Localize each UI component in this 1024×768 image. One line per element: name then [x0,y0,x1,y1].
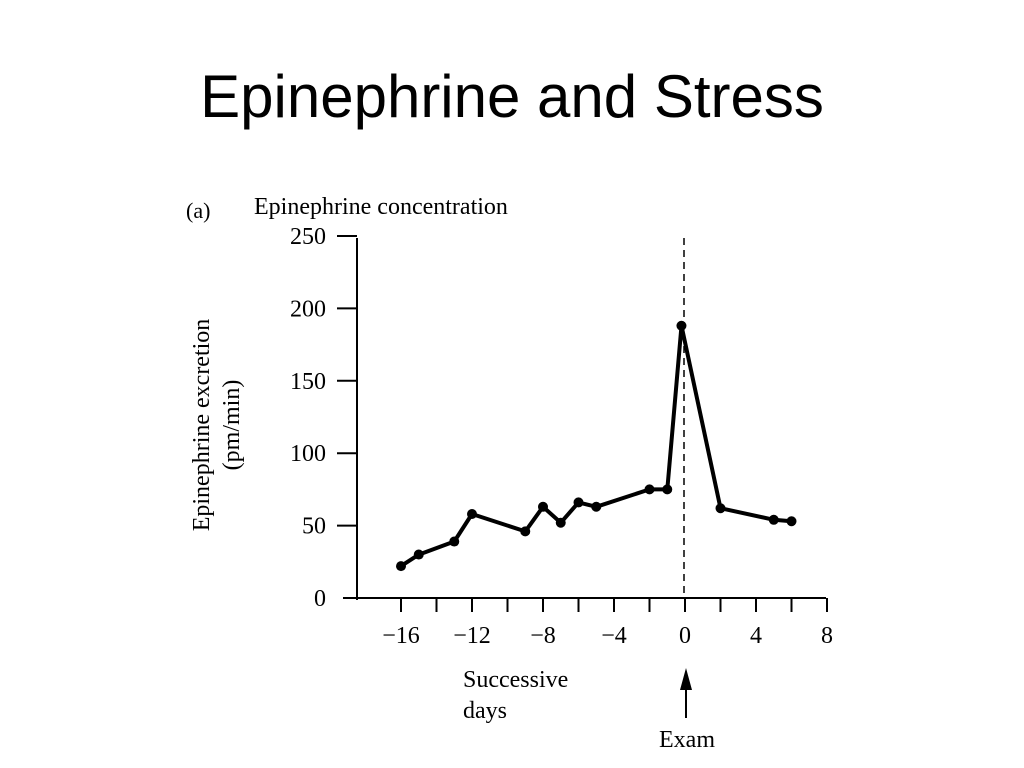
slide-title: Epinephrine and Stress [200,63,824,130]
data-point [676,320,687,331]
data-point [573,497,584,508]
x-tick-label: 0 [679,623,691,649]
exam-label: Exam [659,727,715,753]
data-point [768,514,779,525]
data-point [449,536,460,547]
data-point [715,503,726,514]
data-point [396,561,406,572]
x-tick-label: −4 [601,623,627,649]
chart-title: Epinephrine concentration [254,194,508,220]
y-axis-label-line1: Epinephrine excretion [189,319,215,532]
x-tick-label: 8 [821,623,833,649]
series-line [399,323,792,568]
exam-arrow-head [680,668,692,690]
x-axis-label-line2: days [463,698,507,724]
y-tick-label: 100 [290,441,326,467]
y-axis: 0 50 100 150 200 250 [290,224,358,612]
data-point [591,501,602,512]
x-tick-label: 4 [750,623,762,649]
x-axis-label-line1: Successive [463,667,568,693]
y-tick-label: 150 [290,369,326,395]
data-point [644,484,655,495]
x-axis: −16 −12 −8 −4 0 4 8 [343,597,833,649]
data-point [555,517,566,528]
y-axis-label-line2: (pm/min) [219,380,245,471]
y-tick-label: 0 [314,586,326,612]
y-tick-label: 50 [302,514,326,540]
x-tick-label: −8 [530,623,556,649]
data-series [396,320,797,572]
x-tick-label: −12 [453,623,491,649]
panel-label: (a) [186,198,210,223]
x-tick-label: −16 [382,623,420,649]
y-tick-label: 250 [290,224,326,250]
exam-annotation: Exam [659,238,715,753]
y-tick-label: 200 [290,296,326,322]
data-point [467,509,477,520]
data-point [786,516,797,527]
data-point [413,549,424,560]
data-point [520,526,531,537]
data-point [538,501,548,512]
data-point [662,484,673,495]
